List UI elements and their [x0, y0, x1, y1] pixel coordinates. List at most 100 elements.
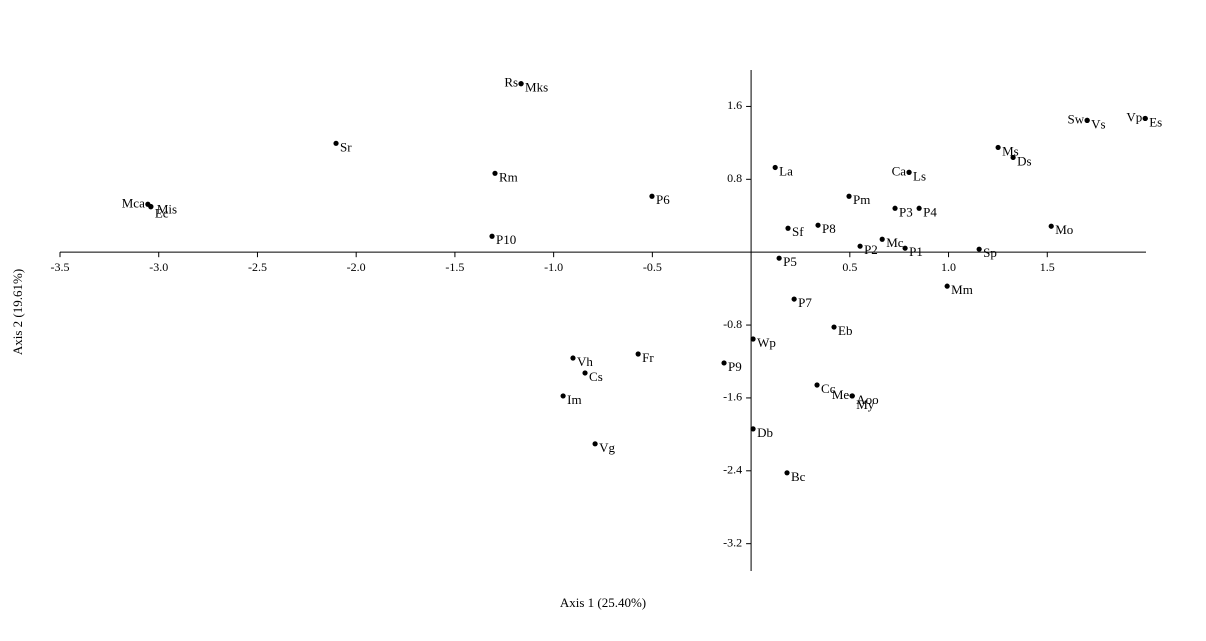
point-label: Cs: [589, 369, 603, 384]
point-label: Sf: [792, 224, 804, 239]
y-tick-label: 0.8: [727, 171, 742, 185]
x-tick-label: -3.5: [51, 260, 70, 274]
point-label: Mm: [951, 282, 973, 297]
point-label: Ec: [155, 206, 169, 221]
point-label: Eb: [838, 323, 852, 338]
point: [784, 470, 790, 476]
point-label: Sp: [983, 245, 997, 260]
point: [772, 164, 778, 171]
point: [635, 351, 641, 357]
point-label: Bc: [791, 469, 806, 484]
point-label: P7: [798, 295, 812, 310]
point-label: Db: [757, 425, 773, 440]
point: [857, 243, 863, 249]
point-label: Fr: [642, 350, 654, 365]
point: [995, 144, 1001, 151]
point: [976, 246, 982, 252]
point: [721, 360, 727, 366]
point-label: P3: [899, 204, 913, 219]
point: [649, 193, 655, 199]
point: [333, 140, 339, 146]
y-tick-label: -2.4: [723, 463, 742, 477]
point: [1142, 115, 1148, 122]
point-label: Ls: [913, 168, 926, 183]
point: [916, 205, 922, 211]
point: [791, 296, 797, 302]
y-tick-label: -0.8: [723, 317, 742, 331]
point-label: Ds: [1017, 153, 1031, 168]
y-axis-label: Axis 2 (19.61%): [10, 269, 25, 355]
x-axis-label: Axis 1 (25.40%): [560, 595, 646, 610]
point: [518, 81, 524, 87]
point-label: Mc: [886, 235, 904, 250]
x-tick-label: -0.5: [643, 260, 662, 274]
point-label: Sw: [1068, 111, 1085, 126]
point-label: Aoo: [856, 392, 878, 407]
point: [815, 222, 821, 228]
x-tick-label: 1.5: [1040, 260, 1055, 274]
y-tick-label: -1.6: [723, 390, 742, 404]
point-label: My: [856, 397, 875, 412]
point-label: P6: [656, 192, 670, 207]
point: [148, 204, 154, 210]
point-label: Ms: [1002, 143, 1019, 158]
point: [1048, 223, 1054, 229]
point: [750, 426, 756, 432]
x-tick-label: 1.0: [941, 260, 956, 274]
point-label: Pm: [853, 192, 870, 207]
point-label: P10: [496, 232, 516, 247]
x-tick-label: -2.0: [347, 260, 366, 274]
point-label: Vg: [599, 440, 615, 455]
point: [902, 245, 908, 251]
point-label: Im: [567, 392, 581, 407]
point: [814, 382, 820, 388]
point-label: Cc: [821, 381, 836, 396]
point: [592, 441, 598, 447]
point: [570, 355, 576, 361]
y-tick-label: -3.2: [723, 535, 742, 549]
point: [489, 233, 495, 239]
point-label: Rm: [499, 169, 518, 184]
point-label: Mis: [157, 202, 177, 217]
point-label: Mca: [122, 195, 145, 210]
point-label: P5: [783, 254, 797, 269]
x-tick-label: -3.0: [149, 260, 168, 274]
point: [582, 370, 588, 376]
y-tick-label: 1.6: [727, 98, 742, 112]
point-label: Vh: [577, 354, 593, 369]
x-tick-label: 0.5: [842, 260, 857, 274]
point-label: P4: [923, 204, 937, 219]
point-label: P2: [864, 242, 878, 257]
point: [849, 393, 855, 399]
point-label: Mo: [1055, 222, 1073, 237]
point-label: Vs: [1091, 116, 1105, 131]
x-tick-label: -2.5: [248, 260, 267, 274]
point-label: P1: [909, 244, 923, 259]
point-label: Sr: [340, 139, 352, 154]
point-label: Rs: [504, 75, 518, 90]
point: [1084, 117, 1090, 123]
point: [906, 169, 912, 175]
point: [892, 205, 898, 211]
point: [776, 255, 782, 261]
point-label: Mks: [525, 80, 548, 95]
point-label: Es: [1149, 114, 1162, 129]
point-label: Vp: [1126, 109, 1142, 124]
x-tick-label: -1.5: [445, 260, 464, 274]
point-label: Me: [832, 387, 850, 402]
x-tick-label: -1.0: [544, 260, 563, 274]
point: [944, 283, 950, 289]
point: [492, 170, 498, 176]
point-label: Ca: [892, 163, 907, 178]
point-label: P9: [728, 359, 742, 374]
point: [785, 225, 791, 231]
point: [879, 236, 885, 242]
point-label: P8: [822, 221, 836, 236]
point: [560, 393, 566, 399]
point: [831, 324, 837, 330]
point-label: La: [779, 163, 793, 178]
point-label: Wp: [757, 335, 776, 350]
point: [846, 193, 852, 199]
point: [750, 336, 756, 342]
